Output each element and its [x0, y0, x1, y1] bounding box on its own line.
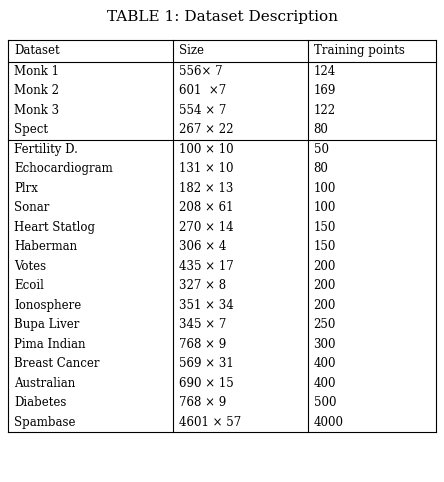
Text: Monk 1: Monk 1 — [14, 65, 59, 78]
Text: 435 × 17: 435 × 17 — [179, 260, 234, 273]
Text: 50: 50 — [313, 143, 329, 156]
Text: 200: 200 — [313, 260, 336, 273]
Text: 100 × 10: 100 × 10 — [179, 143, 234, 156]
Text: Sonar: Sonar — [14, 201, 49, 214]
Text: 327 × 8: 327 × 8 — [179, 279, 226, 292]
Text: 300: 300 — [313, 338, 336, 351]
Text: 200: 200 — [313, 299, 336, 312]
Text: Diabetes: Diabetes — [14, 396, 66, 409]
Text: 768 × 9: 768 × 9 — [179, 338, 226, 351]
Text: 100: 100 — [313, 201, 336, 214]
Text: 250: 250 — [313, 318, 336, 331]
Text: 569 × 31: 569 × 31 — [179, 357, 234, 370]
Text: 554 × 7: 554 × 7 — [179, 104, 226, 117]
Text: 131 × 10: 131 × 10 — [179, 162, 233, 175]
Text: 122: 122 — [313, 104, 336, 117]
Text: Training points: Training points — [313, 44, 404, 57]
Text: 690 × 15: 690 × 15 — [179, 377, 234, 390]
Text: Australian: Australian — [14, 377, 75, 390]
Text: 100: 100 — [313, 182, 336, 195]
Text: 270 × 14: 270 × 14 — [179, 221, 234, 234]
Text: Fertility D.: Fertility D. — [14, 143, 78, 156]
Text: Haberman: Haberman — [14, 240, 77, 253]
Text: 150: 150 — [313, 240, 336, 253]
Text: 124: 124 — [313, 65, 336, 78]
Text: 80: 80 — [313, 162, 329, 175]
Text: 169: 169 — [313, 84, 336, 97]
Text: 80: 80 — [313, 123, 329, 136]
Text: 768 × 9: 768 × 9 — [179, 396, 226, 409]
Text: Spambase: Spambase — [14, 416, 75, 429]
Text: Plrx: Plrx — [14, 182, 38, 195]
Text: Votes: Votes — [14, 260, 46, 273]
Text: Echocardiogram: Echocardiogram — [14, 162, 113, 175]
Text: Breast Cancer: Breast Cancer — [14, 357, 99, 370]
Text: 267 × 22: 267 × 22 — [179, 123, 233, 136]
Text: 208 × 61: 208 × 61 — [179, 201, 233, 214]
Text: 500: 500 — [313, 396, 336, 409]
Text: 4000: 4000 — [313, 416, 344, 429]
Text: 601  ×7: 601 ×7 — [179, 84, 226, 97]
Text: 351 × 34: 351 × 34 — [179, 299, 234, 312]
Text: Monk 3: Monk 3 — [14, 104, 59, 117]
Text: 150: 150 — [313, 221, 336, 234]
Text: 182 × 13: 182 × 13 — [179, 182, 233, 195]
Text: 400: 400 — [313, 377, 336, 390]
Text: Ecoil: Ecoil — [14, 279, 44, 292]
Text: Spect: Spect — [14, 123, 48, 136]
Text: TABLE 1: Dataset Description: TABLE 1: Dataset Description — [107, 10, 337, 24]
Text: 4601 × 57: 4601 × 57 — [179, 416, 241, 429]
Text: 200: 200 — [313, 279, 336, 292]
Text: 556× 7: 556× 7 — [179, 65, 222, 78]
Text: Bupa Liver: Bupa Liver — [14, 318, 79, 331]
Text: Monk 2: Monk 2 — [14, 84, 59, 97]
Text: 345 × 7: 345 × 7 — [179, 318, 226, 331]
Text: Pima Indian: Pima Indian — [14, 338, 86, 351]
Text: 400: 400 — [313, 357, 336, 370]
Text: Dataset: Dataset — [14, 44, 59, 57]
Text: Heart Statlog: Heart Statlog — [14, 221, 95, 234]
Text: Ionosphere: Ionosphere — [14, 299, 81, 312]
Text: Size: Size — [179, 44, 204, 57]
Text: 306 × 4: 306 × 4 — [179, 240, 226, 253]
